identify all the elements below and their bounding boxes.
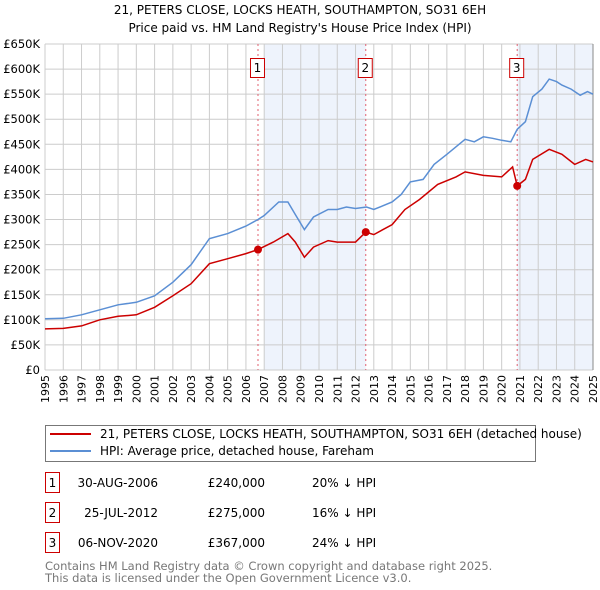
y-tick-label: £350K (3, 187, 40, 201)
x-tick-label: 2005 (222, 375, 235, 403)
transaction-badge (357, 58, 373, 78)
x-tick-label: 1995 (39, 375, 52, 403)
x-tick-label: 2000 (130, 375, 143, 403)
row-id: 3 (49, 536, 57, 550)
legend-label-property: 21, PETERS CLOSE, LOCKS HEATH, SOUTHAMPT… (100, 427, 582, 441)
x-tick-label: 2008 (276, 375, 289, 403)
y-tick-label: £550K (3, 87, 40, 101)
x-tick-label: 2023 (550, 375, 563, 403)
x-tick-label: 2021 (514, 375, 527, 403)
x-tick-label: 1996 (57, 375, 70, 403)
y-tick-label: £300K (3, 213, 40, 227)
x-tick-label: 2022 (532, 375, 545, 403)
sale-point (253, 245, 262, 254)
x-tick-label: 2025 (587, 375, 600, 403)
x-tick-label: 2002 (167, 375, 180, 403)
transaction-badge-label: 3 (513, 61, 521, 75)
x-tick-label: 2006 (240, 375, 253, 403)
row-hpi-diff: 24% ↓ HPI (312, 536, 376, 550)
x-tick-label: 2024 (569, 375, 582, 403)
x-tick-label: 1999 (112, 375, 125, 403)
chart-subtitle: Price paid vs. HM Land Registry's House … (128, 21, 471, 35)
x-tick-label: 2007 (258, 375, 271, 403)
transaction-badge-label: 2 (361, 61, 369, 75)
chart-title: 21, PETERS CLOSE, LOCKS HEATH, SOUTHAMPT… (114, 3, 486, 17)
y-tick-label: £600K (3, 62, 40, 76)
footer-licence: This data is licensed under the Open Gov… (44, 571, 411, 585)
y-tick-label: £150K (3, 288, 40, 302)
sale-point (513, 181, 522, 190)
x-tick-label: 2010 (313, 375, 326, 403)
x-tick-label: 2004 (203, 375, 216, 403)
row-badge (45, 472, 60, 493)
property-price-line (44, 148, 594, 330)
y-tick-label: £50K (11, 338, 41, 352)
y-tick-label: £650K (3, 37, 40, 51)
row-price: £275,000 (208, 506, 265, 520)
row-badge (45, 502, 60, 523)
x-tick-label: 2001 (149, 375, 162, 403)
x-tick-label: 2019 (477, 375, 490, 403)
x-tick-label: 2018 (459, 375, 472, 403)
y-tick-label: £250K (3, 238, 40, 252)
row-hpi-diff: 20% ↓ HPI (312, 476, 376, 490)
x-tick-label: 1998 (94, 375, 107, 403)
x-tick-label: 2011 (331, 375, 344, 403)
y-tick-label: £500K (3, 112, 40, 126)
y-tick-label: £400K (3, 162, 40, 176)
x-tick-label: 2009 (295, 375, 308, 403)
row-price: £367,000 (208, 536, 265, 550)
transaction-row: 2 25-JUL-2012 £275,000 16% ↓ HPI (45, 502, 376, 523)
legend: 21, PETERS CLOSE, LOCKS HEATH, SOUTHAMPT… (45, 425, 582, 462)
transaction-row: 3 06-NOV-2020 £367,000 24% ↓ HPI (45, 532, 376, 553)
hpi-line (44, 78, 594, 320)
sale-point (361, 228, 370, 237)
x-tick-label: 2015 (404, 375, 417, 403)
row-hpi-diff: 16% ↓ HPI (312, 506, 376, 520)
x-tick-label: 2014 (386, 375, 399, 403)
x-tick-label: 2013 (368, 375, 381, 403)
transactions-table: 1 30-AUG-2006 £240,000 20% ↓ HPI 2 25-JUL-201… (45, 472, 376, 553)
row-id: 1 (49, 476, 57, 490)
shaded-period (517, 44, 593, 370)
y-tick-label: £200K (3, 263, 40, 277)
x-tick-label: 2016 (423, 375, 436, 403)
transaction-badge (509, 58, 525, 78)
x-tick-label: 2020 (496, 375, 509, 403)
x-tick-label: 2003 (185, 375, 198, 403)
y-tick-label: £450K (3, 137, 40, 151)
transaction-badge (249, 58, 265, 78)
x-tick-label: 1997 (76, 375, 89, 403)
transaction-row: 1 30-AUG-2006 £240,000 20% ↓ HPI (45, 472, 376, 493)
row-date: 25-JUL-2012 (84, 506, 158, 520)
transaction-badge-label: 1 (254, 61, 262, 75)
row-date: 06-NOV-2020 (78, 536, 158, 550)
row-id: 2 (49, 506, 57, 520)
row-date: 30-AUG-2006 (78, 476, 159, 490)
footer-copyright: Contains HM Land Registry data © Crown c… (45, 559, 492, 573)
x-tick-label: 2017 (441, 375, 454, 403)
legend-label-hpi: HPI: Average price, detached house, Fare… (100, 444, 374, 458)
row-badge (45, 532, 60, 553)
y-tick-label: £0 (25, 363, 40, 377)
x-tick-label: 2012 (350, 375, 363, 403)
row-price: £240,000 (208, 476, 265, 490)
y-tick-label: £100K (3, 313, 40, 327)
